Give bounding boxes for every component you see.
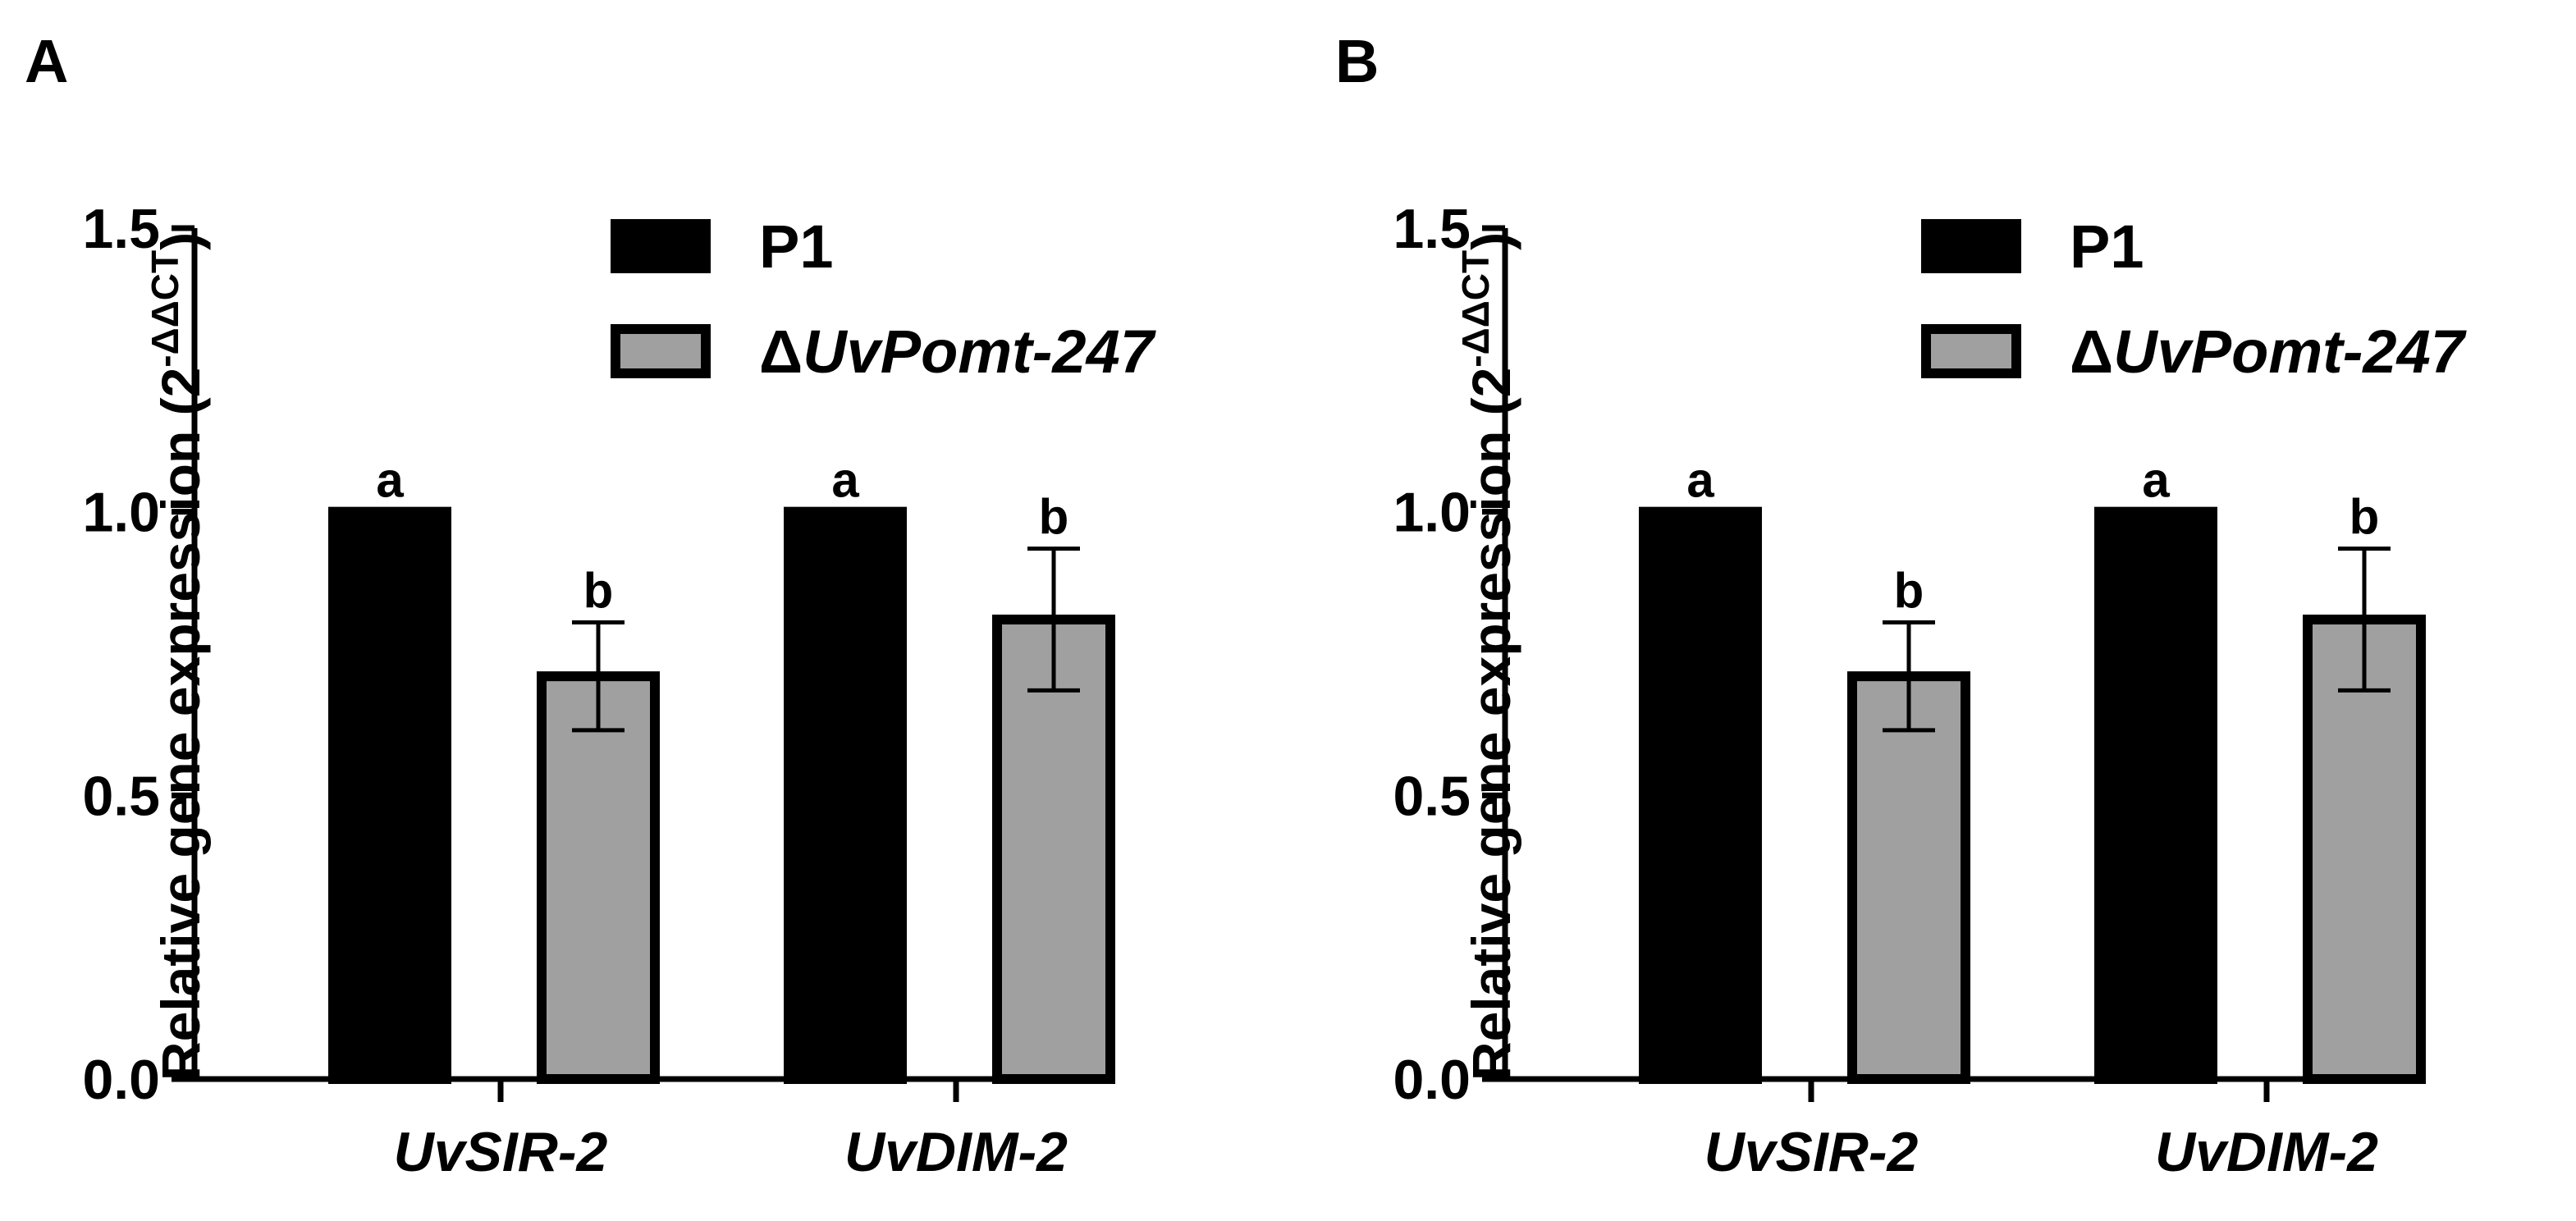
legend-label: ΔUvPomt-247: [759, 318, 1157, 386]
legend-swatch: [611, 324, 711, 378]
y-axis-label-superscript: -ΔΔCT: [1454, 250, 1497, 368]
y-axis-label: Relative gene expression (2-ΔΔCT): [1454, 232, 1521, 1081]
y-tick-label: 1.5: [82, 198, 160, 260]
y-axis-label-close: ): [150, 232, 211, 250]
y-tick-label: 1.0: [1393, 482, 1471, 544]
y-axis-label-main: Relative gene expression (2: [1461, 368, 1521, 1081]
y-tick-label: 0.0: [1393, 1049, 1471, 1111]
bar-mutant: [1847, 671, 1970, 1084]
x-tick-label: UvDIM-2: [844, 1121, 1068, 1183]
significance-letter: b: [1894, 563, 1924, 618]
legend-swatch: [1921, 219, 2021, 273]
legend-swatch: [611, 219, 711, 273]
significance-letter: a: [831, 453, 859, 508]
legend-label-italic: UvPomt-247: [803, 318, 1157, 386]
significance-letter: a: [1686, 453, 1714, 508]
legend-label: ΔUvPomt-247: [2070, 318, 2468, 386]
legend-label-prefix: Δ: [2070, 318, 2113, 386]
significance-letter: b: [1039, 490, 1069, 545]
significance-letter: b: [583, 563, 614, 618]
bar-p1: [784, 506, 907, 1084]
legend-label-prefix: Δ: [759, 318, 803, 386]
legend-label: P1: [2070, 213, 2144, 281]
bar-p1: [328, 506, 451, 1084]
y-tick-label: 0.0: [82, 1049, 160, 1111]
y-tick-label: 0.5: [82, 765, 160, 827]
x-tick-label: UvDIM-2: [2155, 1121, 2378, 1183]
significance-letter: a: [2142, 453, 2170, 508]
legend-label: P1: [759, 213, 834, 281]
legend-swatch: [1921, 324, 2021, 378]
y-tick-label: 1.5: [1393, 198, 1471, 260]
bar-p1: [2094, 506, 2217, 1084]
y-axis-label-superscript: -ΔΔCT: [144, 250, 186, 368]
y-tick-label: 1.0: [82, 482, 160, 544]
y-axis-label-main: Relative gene expression (2: [150, 368, 211, 1081]
y-tick-label: 0.5: [1393, 765, 1471, 827]
bar-p1: [1639, 506, 1762, 1084]
bar-mutant: [537, 671, 660, 1084]
y-axis-label-close: ): [1461, 232, 1521, 250]
legend-label-italic: UvPomt-247: [2113, 318, 2468, 386]
panel-label: A: [25, 27, 68, 95]
significance-letter: b: [2350, 490, 2380, 545]
panel-label: B: [1335, 27, 1379, 95]
significance-letter: a: [376, 453, 404, 508]
x-tick-label: UvSIR-2: [394, 1121, 608, 1183]
x-tick-label: UvSIR-2: [1704, 1121, 1919, 1183]
bar-mutant: [992, 615, 1115, 1084]
y-axis-label: Relative gene expression (2-ΔΔCT): [144, 232, 211, 1081]
